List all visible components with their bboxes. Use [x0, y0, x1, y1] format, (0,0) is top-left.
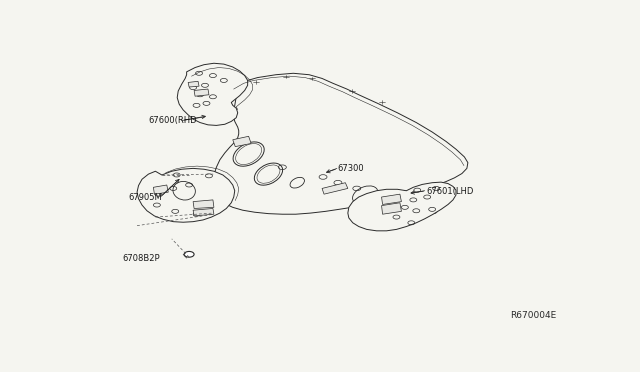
Polygon shape: [348, 182, 456, 231]
Text: 6708B2P: 6708B2P: [122, 254, 160, 263]
Polygon shape: [177, 63, 248, 125]
Text: 67905M: 67905M: [129, 193, 163, 202]
Polygon shape: [322, 183, 348, 194]
Polygon shape: [193, 208, 214, 216]
Polygon shape: [194, 89, 209, 96]
Text: 67601(LHD: 67601(LHD: [426, 187, 474, 196]
Polygon shape: [193, 200, 214, 208]
Polygon shape: [381, 194, 401, 205]
Text: R670004E: R670004E: [510, 311, 556, 320]
Polygon shape: [233, 136, 251, 147]
Text: 67300: 67300: [337, 164, 364, 173]
Circle shape: [184, 251, 194, 257]
Text: 67600(RHD: 67600(RHD: [148, 116, 197, 125]
Polygon shape: [213, 73, 468, 214]
Polygon shape: [137, 169, 235, 222]
Polygon shape: [188, 81, 199, 87]
Polygon shape: [154, 185, 168, 194]
Polygon shape: [381, 203, 401, 214]
